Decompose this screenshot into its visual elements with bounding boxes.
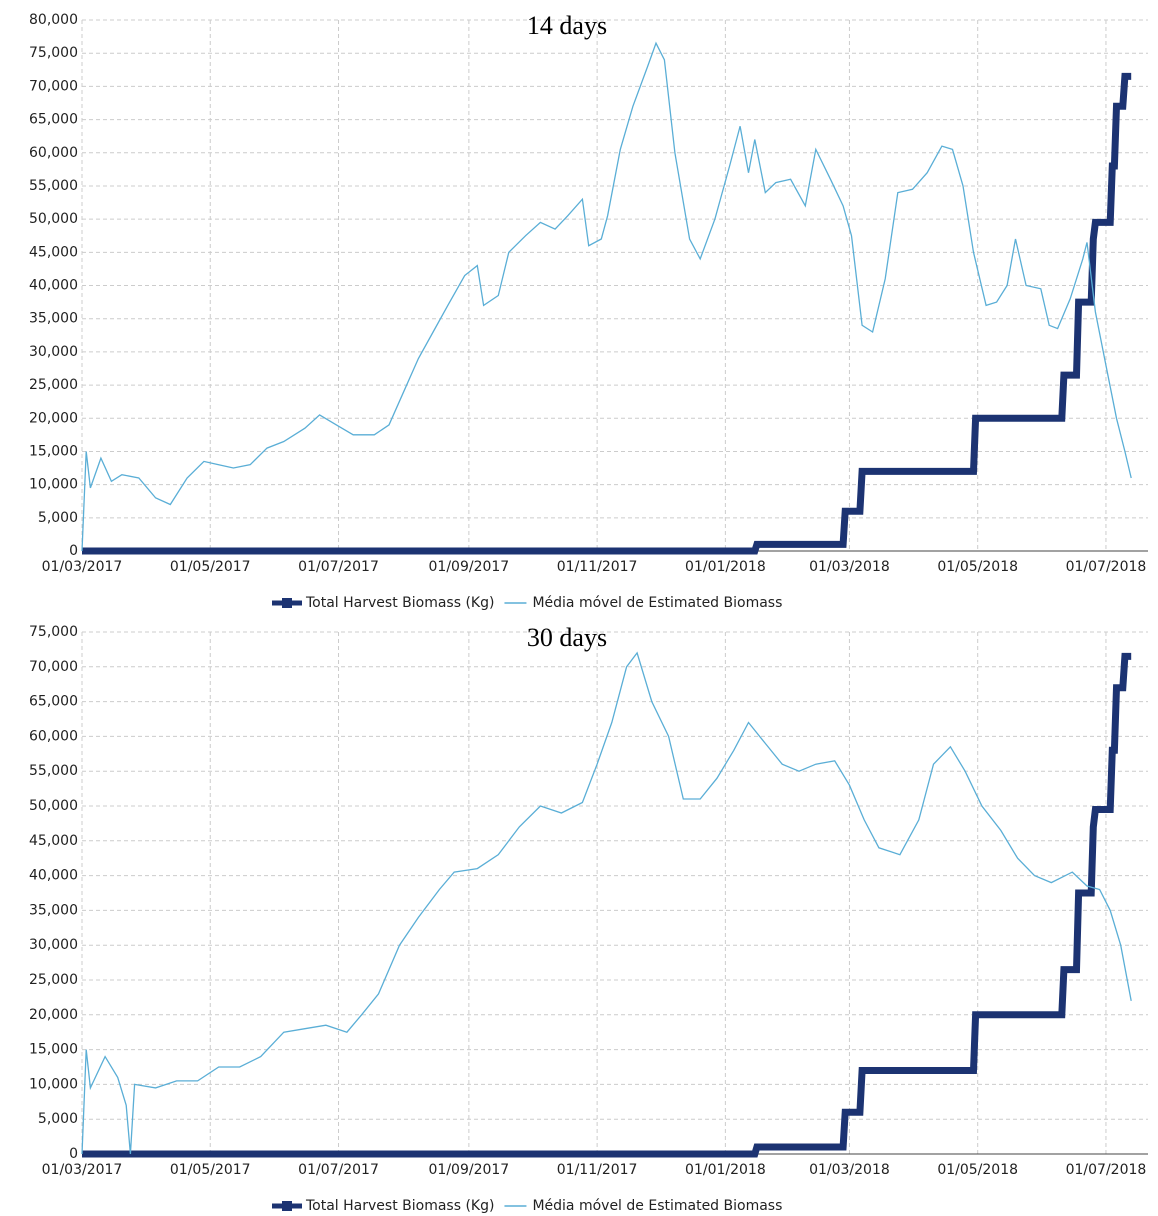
y-tick-label: 70,000 [29,78,78,94]
y-tick-label: 55,000 [29,178,78,194]
y-tick-label: 50,000 [29,211,78,227]
y-tick-label: 15,000 [29,443,78,459]
x-tick-label: 01/03/2017 [42,559,123,575]
legend-label: Total Harvest Biomass (Kg) [305,1198,494,1214]
x-tick-label: 01/07/2017 [298,559,379,575]
y-tick-label: 65,000 [29,112,78,128]
y-tick-label: 55,000 [29,763,78,779]
y-tick-label: 20,000 [29,410,78,426]
x-tick-label: 01/01/2018 [685,559,766,575]
y-tick-label: 70,000 [29,659,78,675]
x-tick-label: 01/03/2017 [42,1162,123,1178]
chart: 0 5,000 10,000 15,000 20,000 25,000 30,000 35,0… [29,11,1148,611]
x-tick-label: 01/03/2018 [809,1162,890,1178]
y-tick-label: 5,000 [38,1111,78,1127]
y-tick-label: 15,000 [29,1042,78,1058]
series-line [82,652,1132,1158]
legend-label: Média móvel de Estimated Biomass [532,595,782,611]
series-line [82,72,1132,555]
x-tick-label: 01/01/2018 [685,1162,766,1178]
x-tick-label: 01/03/2018 [809,559,890,575]
x-tick-label: 01/05/2018 [937,559,1018,575]
chart-title: 30 days [527,623,607,652]
y-tick-label: 60,000 [29,145,78,161]
y-tick-label: 10,000 [29,1076,78,1092]
y-tick-label: 50,000 [29,798,78,814]
y-tick-label: 35,000 [29,902,78,918]
y-tick-label: 45,000 [29,244,78,260]
y-tick-label: 0 [69,1146,78,1162]
y-tick-label: 65,000 [29,694,78,710]
legend-swatch-marker [282,598,292,608]
y-tick-label: 35,000 [29,311,78,327]
series-line [81,41,1132,552]
legend-label: Total Harvest Biomass (Kg) [305,595,494,611]
x-tick-label: 01/11/2017 [557,1162,638,1178]
legend-label: Média móvel de Estimated Biomass [532,1198,782,1214]
x-tick-label: 01/07/2018 [1066,559,1147,575]
x-tick-label: 01/05/2017 [170,1162,251,1178]
y-tick-label: 25,000 [29,377,78,393]
series-line [81,651,1132,1155]
x-tick-label: 01/05/2018 [937,1162,1018,1178]
x-tick-label: 01/09/2017 [429,559,510,575]
y-tick-label: 30,000 [29,937,78,953]
legend-swatch-marker [282,1201,292,1211]
y-tick-label: 75,000 [29,45,78,61]
y-tick-label: 75,000 [29,624,78,640]
y-tick-label: 40,000 [29,868,78,884]
y-tick-label: 25,000 [29,972,78,988]
chart-title: 14 days [527,11,607,40]
chart: 0 5,000 10,000 15,000 20,000 25,000 30,000 35,0… [29,623,1148,1214]
x-tick-label: 01/07/2017 [298,1162,379,1178]
x-tick-label: 01/07/2018 [1066,1162,1147,1178]
x-tick-label: 01/11/2017 [557,559,638,575]
y-tick-label: 10,000 [29,477,78,493]
y-tick-label: 20,000 [29,1007,78,1023]
x-tick-label: 01/05/2017 [170,559,251,575]
y-tick-label: 60,000 [29,728,78,744]
y-tick-label: 40,000 [29,278,78,294]
y-tick-label: 0 [69,543,78,559]
y-tick-label: 80,000 [29,12,78,28]
y-tick-label: 45,000 [29,833,78,849]
y-tick-label: 5,000 [38,510,78,526]
y-tick-label: 30,000 [29,344,78,360]
x-tick-label: 01/09/2017 [429,1162,510,1178]
